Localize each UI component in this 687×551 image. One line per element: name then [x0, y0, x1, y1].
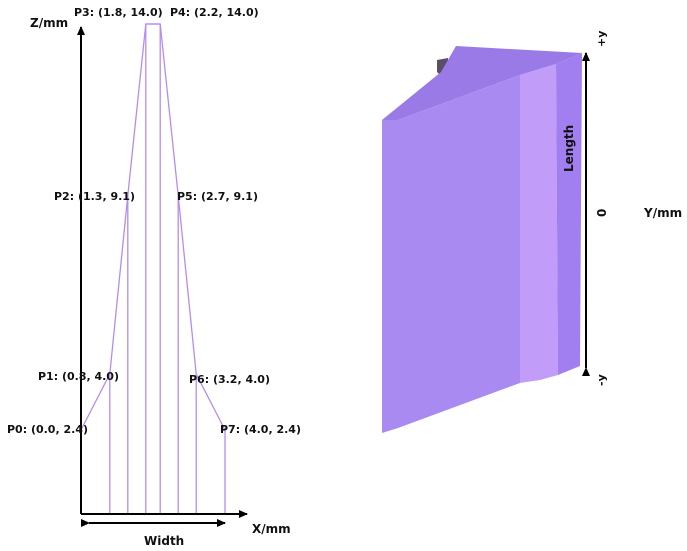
- minus-y-label: -y: [595, 374, 608, 386]
- profile-diagram: Z/mm X/mm Width P0: (0.0, 2.4) P1: (0.8,…: [7, 6, 301, 548]
- point-label-p6: P6: (3.2, 4.0): [189, 373, 270, 386]
- point-label-p4: P4: (2.2, 14.0): [170, 6, 259, 19]
- point-label-p2: P2: (1.3, 9.1): [54, 190, 135, 203]
- profile-lines: [80, 23, 226, 514]
- point-label-p5: P5: (2.7, 9.1): [177, 190, 258, 203]
- block-front-face: [382, 75, 520, 433]
- zero-label: 0: [595, 209, 609, 217]
- block-highlight-band: [520, 64, 558, 383]
- point-label-p7: P7: (4.0, 2.4): [220, 423, 301, 436]
- block-right-face: [556, 53, 582, 375]
- extruded-block: Length +y -y 0 Y/mm: [382, 31, 682, 433]
- x-axis-label: X/mm: [252, 522, 291, 536]
- point-label-p3: P3: (1.8, 14.0): [74, 6, 163, 19]
- y-axis-label: Y/mm: [643, 206, 682, 220]
- point-label-p0: P0: (0.0, 2.4): [7, 423, 88, 436]
- block-top-face: [382, 46, 582, 120]
- width-label: Width: [144, 534, 184, 548]
- plus-y-label: +y: [595, 31, 608, 47]
- z-axis-label: Z/mm: [30, 16, 68, 30]
- point-label-p1: P1: (0.8, 4.0): [38, 370, 119, 383]
- length-label: Length: [562, 125, 576, 172]
